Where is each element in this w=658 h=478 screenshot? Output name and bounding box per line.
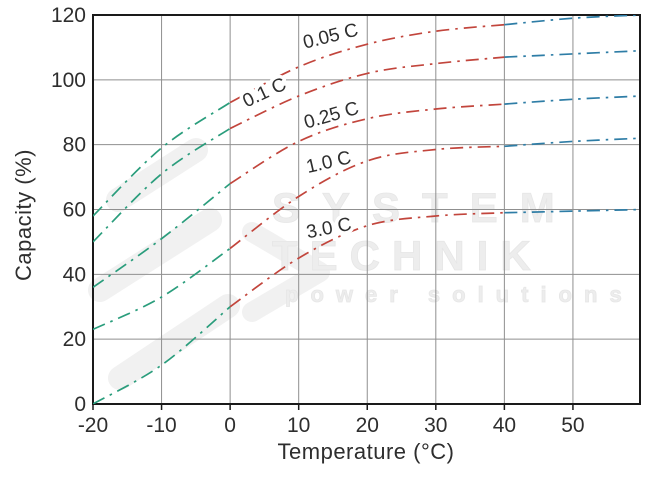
x-tick-label: 0 xyxy=(224,414,236,437)
x-tick-label: 40 xyxy=(493,414,516,437)
watermark-logo-stroke xyxy=(106,138,208,212)
x-tick-label: -20 xyxy=(78,414,108,437)
curves xyxy=(93,15,640,404)
watermark-text-line1: SYSTEM xyxy=(272,184,577,231)
curve-3.0C xyxy=(93,208,640,404)
curve-label: 0.05 C xyxy=(301,20,360,54)
curve-segment xyxy=(93,247,231,331)
curve-0.05C xyxy=(93,15,640,217)
watermark-logo-arrow-icon xyxy=(242,222,330,322)
y-tick-label: 20 xyxy=(63,328,86,351)
curve-label: 1.0 C xyxy=(304,147,353,178)
curve-segment xyxy=(229,211,505,308)
y-tick-label: 80 xyxy=(63,134,86,157)
curve-segment xyxy=(93,182,231,288)
x-axis-title: Temperature (°C) xyxy=(277,439,455,464)
curve-segment xyxy=(504,137,640,148)
y-tick-label: 120 xyxy=(51,4,86,27)
y-tick-label: 60 xyxy=(63,199,86,222)
curve-0.25C xyxy=(93,95,640,288)
x-tick-label: 30 xyxy=(424,414,447,437)
y-axis-title: Capacity (%) xyxy=(11,149,36,281)
curve-1.0C xyxy=(93,137,640,331)
curve-segment xyxy=(504,15,640,26)
x-tick-label: 10 xyxy=(287,414,310,437)
curve-segment xyxy=(93,306,231,404)
watermark-logo-stroke xyxy=(88,208,222,302)
y-tick-label: 100 xyxy=(51,69,86,92)
x-tick-label: 50 xyxy=(561,414,584,437)
curve-segment xyxy=(229,145,505,250)
watermark-logo-stroke xyxy=(108,294,240,390)
y-tick-label: 0 xyxy=(74,393,86,416)
grid-lines xyxy=(93,15,640,404)
watermark-text-line2: TECHNIK xyxy=(272,232,543,279)
x-tick-label: -10 xyxy=(146,414,176,437)
curve-segment xyxy=(229,23,505,104)
curve-segment xyxy=(504,95,640,105)
curve-segment xyxy=(504,49,640,58)
curve-0.1C xyxy=(93,49,640,243)
x-tick-label: 20 xyxy=(356,414,379,437)
watermark-text-line3: power solutions xyxy=(285,282,634,307)
y-tick-label: 40 xyxy=(63,263,86,286)
x-tick-marks xyxy=(92,404,574,410)
curve-segment xyxy=(504,208,640,214)
curve-segment xyxy=(229,56,505,130)
